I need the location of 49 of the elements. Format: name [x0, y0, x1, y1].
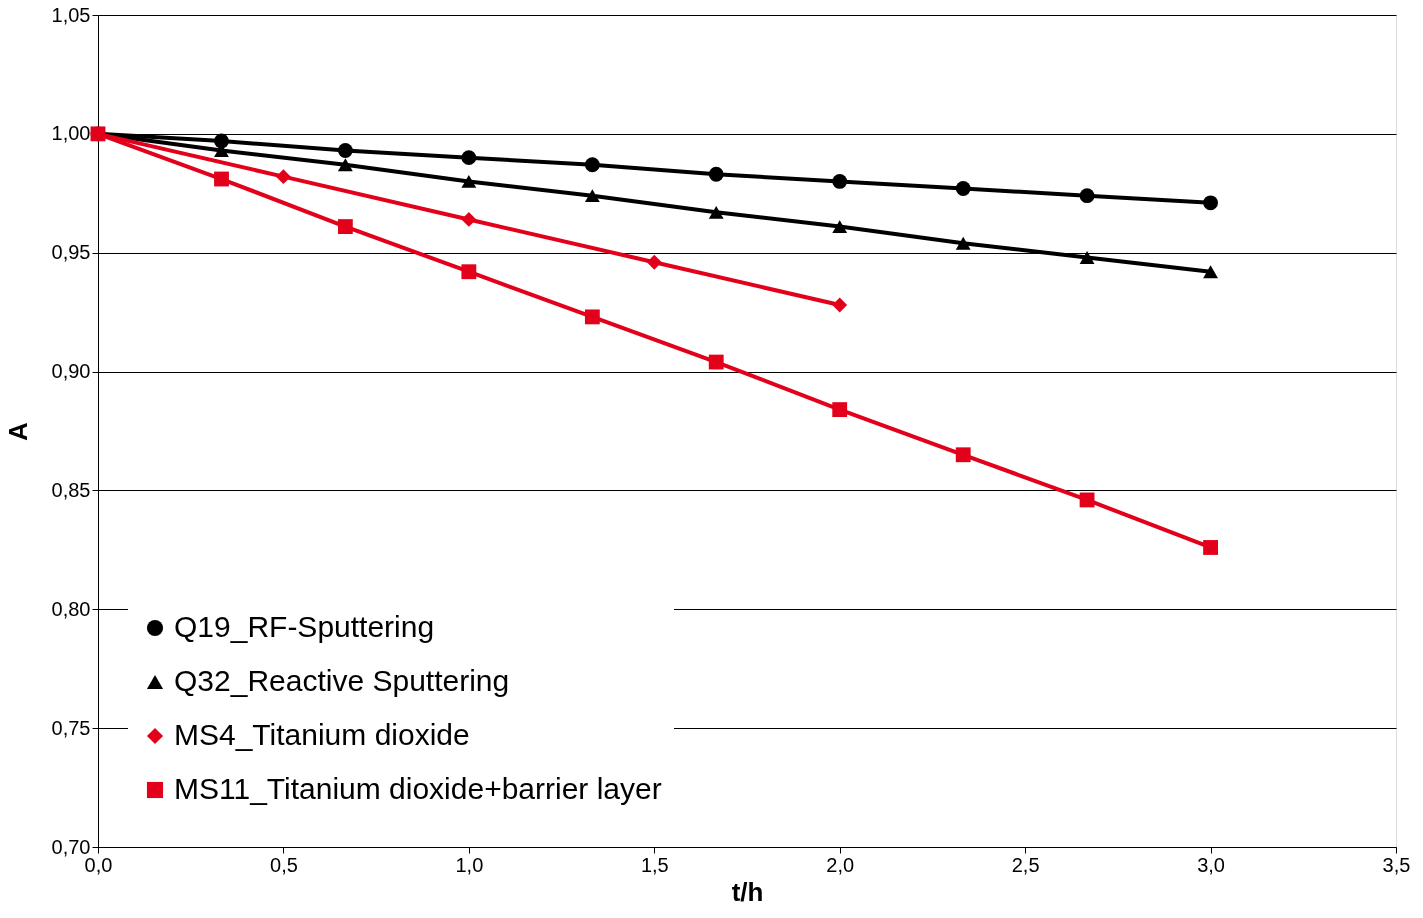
point [708, 354, 724, 370]
point [337, 143, 353, 158]
legend-label: MS11_Titanium dioxide+barrier layer [174, 772, 662, 805]
x-tick-label: 2,5 [1011, 853, 1040, 876]
x-tick-label: 1,5 [640, 853, 669, 876]
point [832, 174, 848, 189]
point [955, 181, 971, 196]
point [832, 297, 848, 313]
y-axis-title: A [2, 421, 33, 441]
point [461, 212, 477, 227]
y-tick-label: 1,00 [51, 122, 91, 145]
y-tick-label: 0,95 [51, 241, 91, 264]
point [708, 166, 724, 182]
point [461, 264, 477, 280]
x-tick-label: 2,0 [826, 853, 855, 876]
point [1203, 540, 1218, 555]
point [584, 309, 600, 325]
point [461, 150, 477, 166]
legend-label: MS4_Titanium dioxide [174, 718, 470, 751]
point [646, 254, 662, 270]
point [832, 220, 848, 233]
legend-label: Q19_RF-Sputtering [174, 610, 435, 643]
point [337, 158, 353, 172]
legend-label: Q32_Reactive Sputtering [174, 664, 510, 697]
x-axis-title: t/h [731, 876, 764, 907]
point [276, 169, 291, 185]
point [337, 219, 353, 234]
point [584, 189, 600, 203]
point [832, 402, 848, 418]
y-tick-label: 0,75 [51, 716, 91, 739]
point [584, 157, 600, 173]
point [214, 171, 229, 187]
point [1079, 251, 1095, 264]
y-tick-label: 0,85 [51, 478, 91, 501]
point [1079, 188, 1095, 204]
point [1203, 195, 1218, 211]
point [708, 205, 724, 219]
point [461, 174, 477, 188]
point [955, 236, 971, 250]
y-tick-label: 0,90 [51, 360, 91, 383]
x-tick-label: 3,0 [1197, 853, 1225, 876]
y-tick-label: 1,05 [51, 3, 91, 26]
x-tick-label: 1,0 [455, 853, 484, 876]
point [214, 133, 229, 149]
x-tick-label: 3,5 [1382, 853, 1411, 876]
x-tick-label: 0,5 [270, 853, 298, 876]
point [955, 447, 971, 463]
y-tick-label: 0,80 [51, 597, 91, 620]
point [1203, 265, 1218, 279]
